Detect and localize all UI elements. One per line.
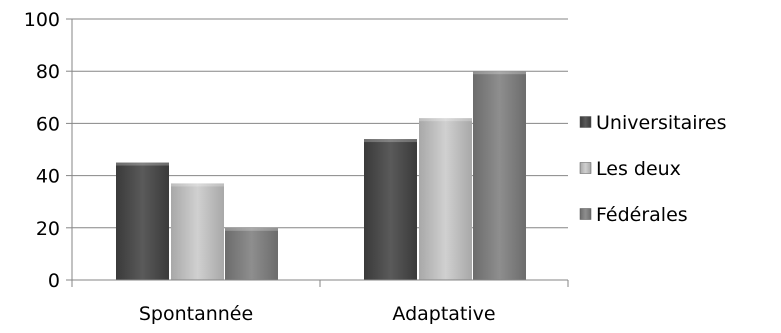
legend-swatch: [579, 116, 592, 128]
legend-swatch: [579, 208, 592, 220]
y-tick-label: 20: [36, 218, 60, 240]
legend-label: Fédérales: [596, 204, 688, 226]
bar-highlight: [364, 139, 417, 143]
y-tick-label: 60: [36, 113, 60, 135]
bar-highlight: [116, 162, 169, 166]
legend-swatch: [579, 162, 592, 174]
y-tick-label: 40: [36, 166, 60, 188]
bar-highlight: [225, 227, 278, 231]
x-category-label: Adaptative: [392, 303, 495, 325]
legend: Universitaires Les deux Fédérales: [579, 112, 727, 226]
bar-universitaires-0: [116, 162, 169, 280]
bar-les-deux-1: [419, 118, 472, 281]
bar-highlight: [171, 183, 224, 187]
bar-fédérales-1: [473, 71, 526, 280]
bar-les-deux-0: [171, 183, 224, 280]
bars: [116, 71, 526, 281]
legend-label: Les deux: [596, 158, 681, 180]
x-category-label: Spontannée: [139, 303, 253, 325]
bar-highlight: [419, 118, 472, 122]
axis-labels: 0 20 40 60 80 100 Spontannée Adaptative: [24, 9, 496, 325]
bar-universitaires-1: [364, 139, 417, 280]
axes: [66, 18, 569, 287]
y-tick-label: 0: [48, 270, 60, 292]
y-tick-label: 100: [24, 9, 60, 31]
y-tick-label: 80: [36, 61, 60, 83]
bar-highlight: [473, 71, 526, 75]
legend-label: Universitaires: [596, 112, 727, 134]
bar-fédérales-0: [225, 227, 278, 280]
